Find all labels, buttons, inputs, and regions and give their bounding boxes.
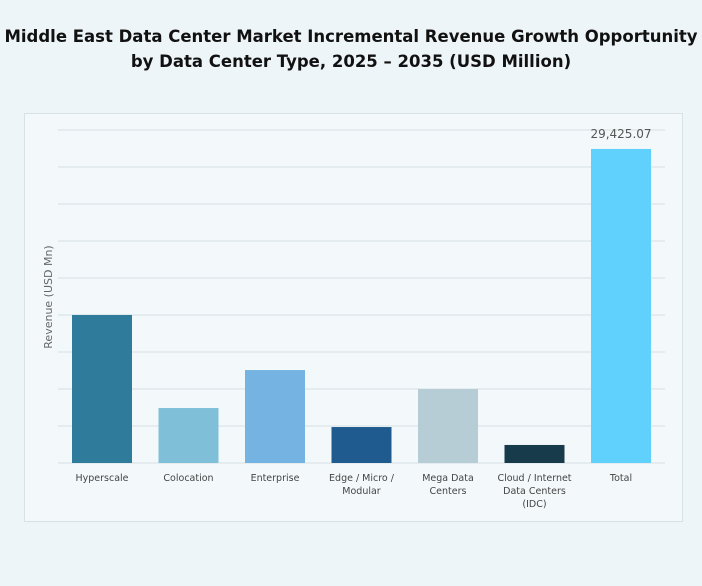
bar-colocation bbox=[158, 408, 219, 463]
x-tick-label: Hyperscale bbox=[75, 473, 128, 484]
x-tick-label: Mega Data bbox=[422, 473, 474, 484]
x-tick-label: Colocation bbox=[163, 473, 213, 484]
chart-title: Middle East Data Center Market Increment… bbox=[0, 24, 702, 74]
chart-title-line-1: Middle East Data Center Market Increment… bbox=[4, 27, 698, 46]
bar-mega-data bbox=[418, 389, 478, 463]
bar-total bbox=[591, 148, 651, 463]
bar-hyperscale bbox=[72, 314, 132, 463]
x-tick-label: Total bbox=[609, 473, 632, 484]
x-tick-label: Cloud / Internet bbox=[497, 473, 571, 484]
x-tick-label: Enterprise bbox=[251, 473, 300, 484]
bar-cloud-internet bbox=[504, 444, 565, 463]
data-label: 29,425.07 bbox=[590, 127, 651, 141]
x-tick-label: Data Centers bbox=[503, 486, 566, 497]
x-tick-label: Modular bbox=[342, 486, 381, 497]
chart-title-line-2: by Data Center Type, 2025 – 2035 (USD Mi… bbox=[130, 52, 572, 71]
y-axis-label: Revenue (USD Mn) bbox=[42, 245, 55, 348]
bar-edge-micro- bbox=[331, 427, 392, 463]
x-tick-label: Edge / Micro / bbox=[329, 473, 395, 484]
bar-enterprise bbox=[245, 370, 305, 463]
x-tick-label: Centers bbox=[430, 486, 467, 497]
x-tick-label: (IDC) bbox=[522, 499, 546, 510]
